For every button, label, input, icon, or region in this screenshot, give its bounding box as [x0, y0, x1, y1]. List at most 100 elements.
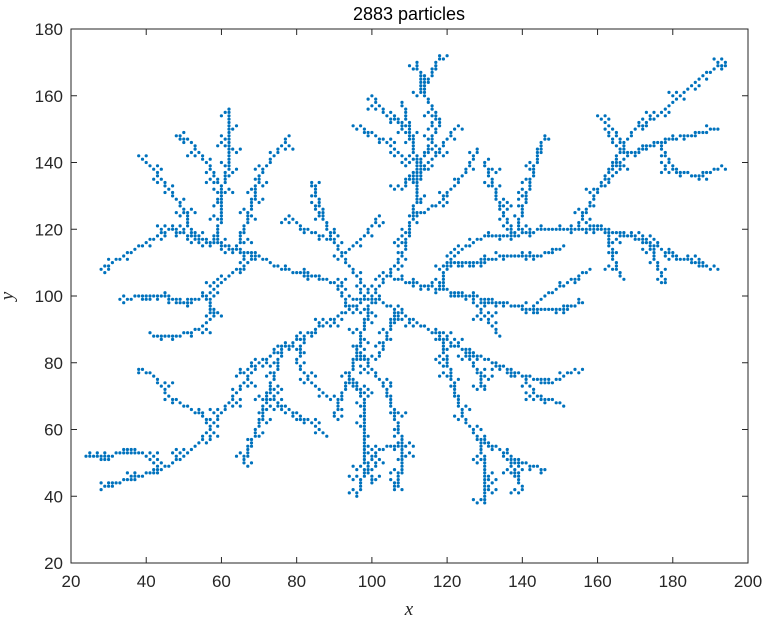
particle-point: [377, 137, 381, 141]
particle-point: [445, 150, 449, 155]
particle-point: [438, 354, 442, 358]
particle-point: [535, 157, 540, 161]
particle-point: [129, 451, 133, 455]
particle-point: [389, 471, 393, 475]
particle-point: [396, 471, 400, 475]
particle-point: [216, 277, 220, 281]
particle-point: [404, 444, 408, 448]
particle-point: [118, 481, 122, 485]
particle-point: [389, 324, 393, 328]
particle-point: [611, 174, 615, 178]
particle-point: [182, 447, 186, 452]
particle-point: [381, 344, 385, 348]
particle-point: [535, 147, 540, 151]
particle-point: [257, 177, 261, 181]
particle-point: [464, 297, 468, 301]
particle-point: [366, 471, 370, 475]
particle-point: [219, 211, 223, 215]
particle-point: [137, 154, 141, 158]
particle-point: [486, 174, 491, 178]
particle-point: [310, 381, 314, 385]
particle-point: [445, 264, 449, 268]
particle-point: [663, 254, 667, 258]
particle-point: [400, 454, 404, 458]
particle-point: [438, 150, 442, 155]
particle-point: [366, 361, 370, 365]
particle-point: [355, 297, 359, 301]
particle-point: [389, 274, 393, 278]
particle-point: [682, 90, 686, 94]
particle-point: [483, 164, 487, 168]
particle-point: [351, 478, 355, 482]
particle-point: [212, 287, 216, 291]
particle-point: [362, 414, 366, 418]
particle-point: [667, 157, 671, 161]
particle-point: [332, 241, 336, 245]
particle-point: [509, 454, 513, 458]
particle-point: [396, 304, 400, 308]
particle-point: [389, 384, 393, 388]
particle-point: [280, 347, 284, 351]
particle-point: [517, 204, 521, 208]
particle-point: [159, 237, 163, 241]
particle-point: [708, 70, 713, 74]
particle-point: [144, 471, 148, 475]
particle-point: [520, 180, 524, 185]
particle-point: [265, 357, 269, 361]
particle-point: [392, 411, 397, 415]
particle-point: [528, 227, 532, 231]
particle-point: [592, 224, 596, 228]
particle-point: [569, 277, 573, 281]
particle-point: [520, 484, 524, 488]
particle-point: [479, 444, 483, 448]
particle-point: [430, 147, 434, 151]
particle-point: [212, 174, 216, 178]
particle-point: [558, 284, 562, 288]
particle-point: [468, 261, 472, 265]
particle-point: [122, 254, 126, 258]
particle-point: [310, 371, 314, 375]
particle-point: [509, 371, 513, 375]
particle-point: [415, 60, 419, 64]
x-tick-label: 60: [212, 572, 231, 591]
x-tick-label: 180: [659, 572, 687, 591]
particle-point: [163, 180, 167, 185]
particle-point: [641, 124, 645, 128]
particle-point: [430, 74, 434, 78]
particle-point: [554, 401, 558, 405]
particle-point: [434, 67, 438, 71]
particle-point: [404, 157, 408, 161]
particle-point: [366, 311, 370, 315]
particle-point: [539, 224, 543, 228]
particle-point: [178, 214, 182, 218]
particle-point: [652, 254, 656, 258]
particle-point: [407, 221, 412, 225]
particle-point: [441, 154, 445, 158]
particle-point: [562, 227, 566, 231]
particle-point: [377, 457, 381, 462]
particle-point: [626, 154, 630, 158]
particle-point: [535, 227, 540, 231]
particle-point: [584, 187, 588, 191]
particle-point: [475, 424, 479, 428]
particle-point: [652, 117, 656, 121]
particle-point: [392, 317, 397, 321]
particle-point: [517, 457, 521, 462]
particle-point: [171, 184, 175, 188]
particle-point: [253, 167, 257, 171]
particle-point: [392, 434, 397, 438]
particle-point: [486, 170, 491, 175]
particle-point: [419, 157, 423, 161]
particle-point: [227, 167, 231, 171]
particle-point: [471, 361, 475, 365]
particle-point: [347, 304, 351, 308]
particle-point: [509, 227, 513, 231]
particle-point: [400, 251, 404, 255]
particle-point: [419, 87, 423, 91]
particle-point: [407, 231, 412, 235]
particle-point: [513, 457, 517, 462]
particle-point: [419, 90, 423, 94]
particle-point: [426, 97, 430, 101]
particle-point: [359, 244, 363, 248]
particle-point: [720, 64, 724, 68]
